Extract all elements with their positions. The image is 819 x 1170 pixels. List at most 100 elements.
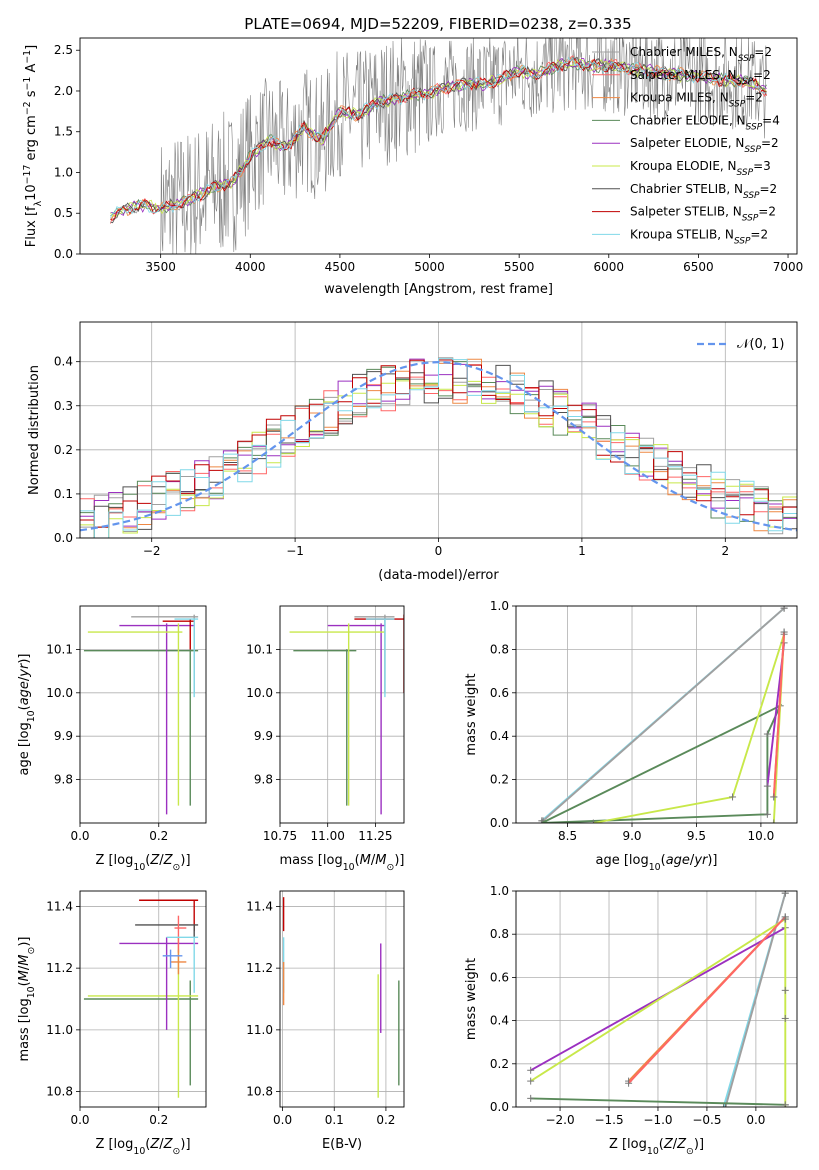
x-tick-label: 6500 bbox=[683, 260, 714, 274]
legend-label: Chabrier STELIB, NSSP=2 bbox=[630, 182, 777, 201]
legend-label: Kroupa MILES, NSSP=2 bbox=[630, 91, 763, 110]
y-tick-label: 2.5 bbox=[54, 43, 73, 57]
axes-frame bbox=[515, 605, 798, 824]
x-tick-label: 10.0 bbox=[748, 829, 775, 843]
x-tick-label: 11.00 bbox=[311, 829, 345, 843]
y-tick-label: 0.6 bbox=[490, 970, 509, 984]
legend-label: Kroupa ELODIE, NSSP=3 bbox=[630, 159, 771, 178]
x-tick-label: 5500 bbox=[504, 260, 535, 274]
y-axis-label: mass weight bbox=[464, 673, 479, 755]
x-tick-label: −1.0 bbox=[643, 1113, 672, 1127]
plot-area-age-vs-Z bbox=[83, 614, 199, 815]
x-axis-label: (data-model)/error bbox=[378, 568, 499, 583]
y-tick-label: 9.9 bbox=[254, 729, 273, 743]
x-tick-label: 0.1 bbox=[325, 1113, 344, 1127]
y-tick-label: 1.0 bbox=[490, 599, 509, 613]
histogram-8 bbox=[80, 358, 797, 538]
y-tick-label: 10.0 bbox=[246, 686, 273, 700]
y-tick-label: 0.0 bbox=[54, 247, 73, 261]
y-tick-label: 0.4 bbox=[490, 1014, 509, 1028]
y-tick-label: 0.0 bbox=[490, 816, 509, 830]
x-axis-label: Z [log10(Z/Z⊙)] bbox=[609, 1137, 704, 1157]
y-tick-label: 0.0 bbox=[54, 531, 73, 545]
y-tick-label: 0.4 bbox=[54, 355, 73, 369]
legend-label: Salpeter STELIB, NSSP=2 bbox=[630, 205, 776, 224]
weight-line-1 bbox=[542, 607, 785, 822]
axes-mass-vs-Z: 0.0 0.2 10.8 11.0 11.2 11.4 Z [log10(Z/Z⊙)] mas… bbox=[17, 890, 207, 1157]
x-axis-label: age [log10(age/yr)] bbox=[595, 853, 717, 873]
y-axis-label: Normed distribution bbox=[27, 365, 42, 495]
y-tick-label: 1.0 bbox=[490, 884, 509, 898]
plot-area-weight-vs-age bbox=[538, 606, 788, 823]
axes-frame bbox=[79, 890, 207, 1108]
x-axis-label: mass [log10(M/M⊙)] bbox=[280, 853, 405, 873]
y-tick-label: 0.6 bbox=[490, 686, 509, 700]
x-tick-label: 7000 bbox=[773, 260, 804, 274]
weight-line-6 bbox=[627, 916, 786, 1084]
y-tick-label: 11.0 bbox=[246, 1023, 273, 1037]
x-tick-label: 9.0 bbox=[622, 829, 641, 843]
y-tick-label: 9.9 bbox=[54, 729, 73, 743]
y-axis-label: Flux [fλ10−17 erg cm−2 s−1 A−1] bbox=[22, 45, 44, 247]
legend-label: Chabrier MILES, NSSP=2 bbox=[630, 45, 772, 64]
x-tick-label: 11.25 bbox=[358, 829, 392, 843]
model-line-6 bbox=[110, 56, 767, 224]
y-tick-label: 1.0 bbox=[54, 165, 73, 179]
x-tick-label: 0.0 bbox=[70, 1113, 89, 1127]
y-tick-label: 0.3 bbox=[54, 399, 73, 413]
y-tick-label: 10.1 bbox=[246, 642, 273, 656]
y-axis-label: mass [log10(M/M⊙)] bbox=[17, 937, 37, 1062]
x-tick-label: 3500 bbox=[145, 260, 176, 274]
y-tick-label: 0.2 bbox=[54, 443, 73, 457]
x-axis-label: Z [log10(Z/Z⊙)] bbox=[95, 1137, 190, 1157]
y-axis-label: mass weight bbox=[464, 958, 479, 1040]
y-tick-label: 0.5 bbox=[54, 206, 73, 220]
x-tick-label: 0.2 bbox=[376, 1113, 395, 1127]
x-tick-label: 1 bbox=[578, 544, 586, 558]
legend-label: Chabrier ELODIE, NSSP=4 bbox=[630, 113, 780, 132]
x-tick-label: −0.5 bbox=[692, 1113, 721, 1127]
y-tick-label: 10.8 bbox=[246, 1085, 273, 1099]
axes-frame bbox=[79, 37, 798, 255]
y-tick-label: 0.2 bbox=[490, 1057, 509, 1071]
x-axis-label: wavelength [Angstrom, rest frame] bbox=[324, 282, 553, 297]
y-tick-label: 11.2 bbox=[246, 961, 273, 975]
model-line-8 bbox=[110, 56, 767, 219]
x-tick-label: 0.2 bbox=[149, 1113, 168, 1127]
histogram-6 bbox=[80, 364, 797, 538]
y-tick-label: 0.8 bbox=[490, 927, 509, 941]
axes-frame bbox=[279, 605, 405, 824]
x-tick-label: 9.5 bbox=[687, 829, 706, 843]
y-tick-label: 0.8 bbox=[490, 642, 509, 656]
y-tick-label: 0.2 bbox=[490, 773, 509, 787]
y-tick-label: 10.0 bbox=[46, 686, 73, 700]
legend-label: Salpeter ELODIE, NSSP=2 bbox=[630, 136, 779, 155]
y-tick-label: 9.8 bbox=[254, 773, 273, 787]
axes-frame bbox=[279, 890, 405, 1108]
x-tick-label: 4000 bbox=[235, 260, 266, 274]
gaussian-curve bbox=[80, 360, 797, 532]
y-tick-label: 0.0 bbox=[490, 1100, 509, 1114]
y-tick-label: 0.4 bbox=[490, 729, 509, 743]
plot-area-mass-vs-Z bbox=[83, 899, 199, 1098]
axes-weight-vs-Z: −2.0 −1.5 −1.0 −0.5 0.0 0.0 0.2 0.4 0.6 0.8 1.0 Z [… bbox=[464, 884, 798, 1157]
x-axis-label: E(B-V) bbox=[322, 1137, 362, 1152]
legend-label: Kroupa STELIB, NSSP=2 bbox=[630, 227, 768, 246]
x-tick-label: 0 bbox=[435, 544, 443, 558]
y-tick-label: 11.4 bbox=[46, 899, 73, 913]
plot-area-residuals bbox=[80, 357, 797, 538]
x-tick-label: 5000 bbox=[414, 260, 445, 274]
y-tick-label: 10.1 bbox=[46, 642, 73, 656]
y-tick-label: 1.5 bbox=[54, 125, 73, 139]
x-tick-label: 2 bbox=[721, 544, 729, 558]
axes-weight-vs-age: 8.5 9.0 9.5 10.0 0.0 0.2 0.4 0.6 0.8 1.0 age [log1… bbox=[464, 599, 798, 873]
y-tick-label: 10.8 bbox=[46, 1085, 73, 1099]
y-tick-label: 9.8 bbox=[54, 773, 73, 787]
data-spectrum-line bbox=[160, 38, 767, 254]
legend-label: Salpeter MILES, NSSP=2 bbox=[630, 68, 771, 87]
axes-frame bbox=[79, 321, 798, 539]
axes-age-vs-mass: 10.75 11.00 11.25 9.8 9.9 10.0 10.1 mass [log10… bbox=[246, 605, 405, 873]
plot-area-mass-vs-ebv bbox=[282, 897, 400, 1098]
plot-area-weight-vs-Z bbox=[527, 891, 789, 1107]
